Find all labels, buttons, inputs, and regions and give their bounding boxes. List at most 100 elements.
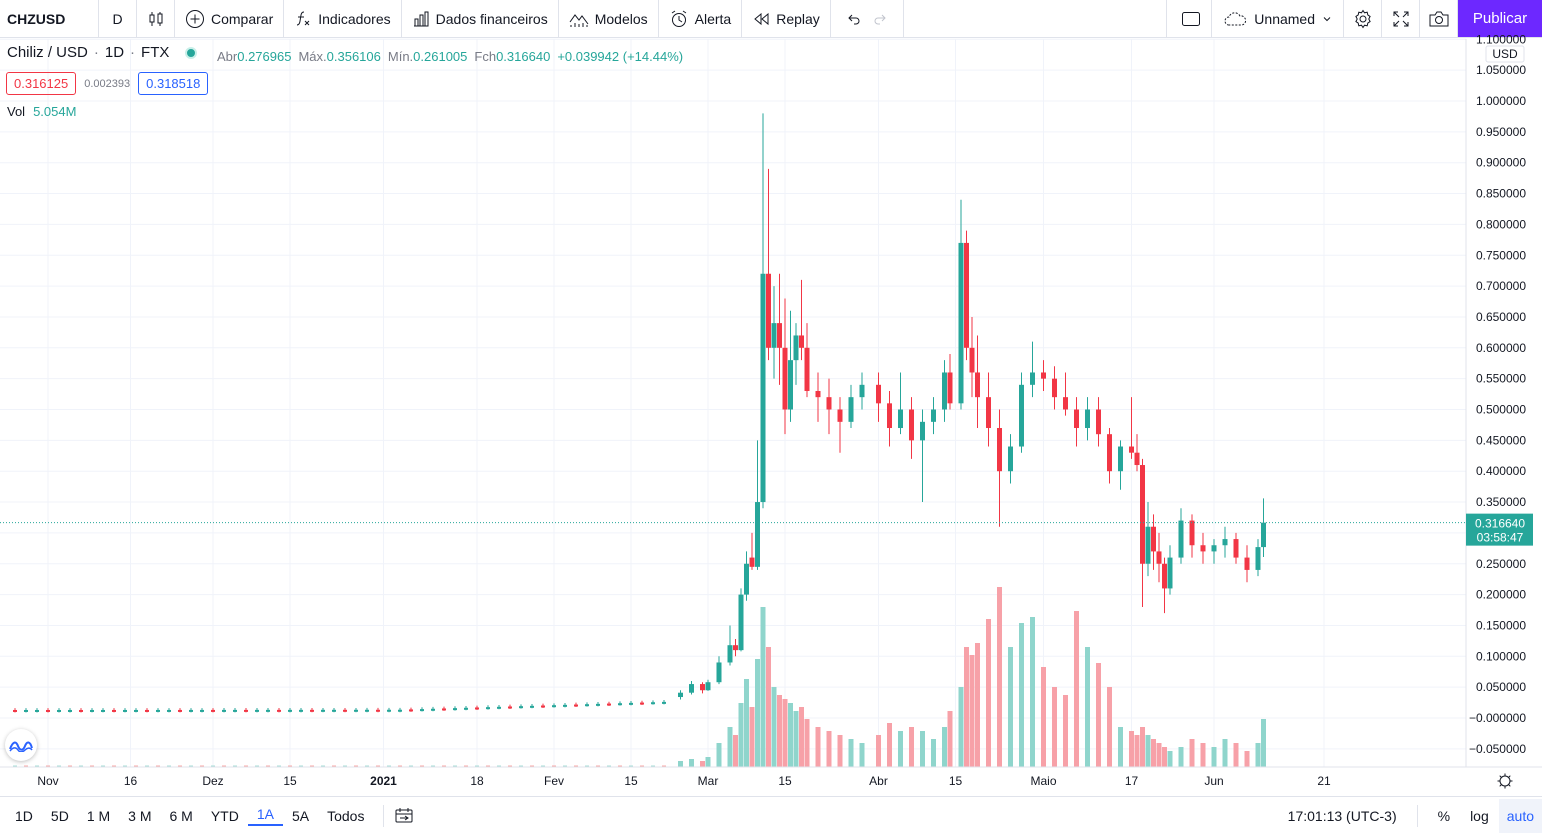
x-tick-label: Fev (544, 774, 564, 788)
volume-bar (1140, 727, 1145, 767)
percent-toggle[interactable]: % (1437, 807, 1451, 824)
candle (777, 323, 782, 348)
range-button[interactable]: 5A (291, 807, 310, 824)
candle (387, 709, 391, 712)
candle (760, 273, 766, 503)
volume-bar (738, 703, 744, 767)
volume-label[interactable]: Vol (7, 104, 26, 119)
candle (1178, 520, 1184, 558)
replay-button[interactable]: Replay (742, 0, 831, 37)
volume-bar (1063, 695, 1068, 767)
market-status-icon[interactable] (185, 46, 198, 59)
x-tick-label: 15 (283, 774, 297, 788)
candle (1222, 539, 1228, 546)
y-tick-label: 0.950000 (1476, 125, 1526, 139)
candle (464, 707, 468, 710)
publish-button[interactable]: Publicar (1458, 0, 1542, 37)
range-button[interactable]: 6 M (169, 807, 193, 824)
volume-bar (508, 765, 512, 767)
gear-icon[interactable] (1499, 775, 1511, 787)
candle (112, 709, 116, 712)
range-button[interactable]: 1D (15, 807, 33, 824)
volume-bar (607, 765, 611, 767)
candle (79, 709, 83, 712)
auto-toggle[interactable]: auto (1498, 798, 1542, 833)
replay-icon (754, 12, 769, 25)
range-button[interactable]: YTD (210, 807, 239, 824)
volume-bar (1041, 667, 1046, 767)
volume-bar (760, 607, 766, 767)
candle (1008, 446, 1013, 472)
range-button[interactable]: Todos (327, 807, 365, 824)
buy-price-button[interactable]: 0.318518 (138, 72, 209, 95)
volume-bar (35, 765, 39, 767)
series-exchange[interactable]: FTX (141, 44, 170, 61)
interval-selector[interactable]: D (99, 0, 137, 37)
y-tick-label: 0.650000 (1476, 310, 1526, 324)
volume-bar (233, 765, 237, 767)
range-button[interactable]: 1A (247, 806, 283, 826)
save-layout-button[interactable]: Unnamed (1212, 0, 1344, 37)
candle (90, 709, 94, 712)
series-title[interactable]: Chiliz / USD (7, 44, 88, 61)
alert-button[interactable]: Alerta (659, 0, 743, 37)
layout-name: Unnamed (1254, 10, 1315, 27)
clock[interactable]: 17:01:13 (UTC-3) (1287, 807, 1397, 824)
high-label: Máx. (298, 49, 327, 64)
candle (1041, 372, 1046, 379)
candle (200, 709, 204, 712)
volume-bar (431, 765, 435, 767)
indicators-button[interactable]: Indicadores (284, 0, 402, 37)
volume-bar (815, 727, 821, 767)
volume-bar (288, 765, 292, 767)
layout-button[interactable] (1167, 0, 1213, 37)
range-button[interactable]: 1 M (86, 807, 111, 824)
candle (969, 347, 975, 373)
candle (837, 409, 843, 422)
volume-bar (969, 655, 975, 767)
symbol-search[interactable]: CHZUSD (0, 0, 99, 37)
volume-bar (1030, 617, 1035, 767)
range-button[interactable]: 5D (50, 807, 69, 824)
volume-bar (13, 765, 17, 767)
tradingview-logo[interactable] (5, 729, 37, 761)
candle (431, 708, 435, 711)
settings-button[interactable] (1344, 0, 1382, 37)
range-button[interactable]: 3 M (128, 807, 152, 824)
compare-button[interactable]: Comparar (175, 0, 285, 37)
redo-icon[interactable] (873, 12, 887, 26)
candle (755, 502, 760, 567)
volume-bar (727, 727, 733, 767)
volume-bar (909, 727, 914, 767)
fullscreen-button[interactable] (1382, 0, 1420, 37)
currency-badge (1485, 45, 1525, 63)
candle (788, 360, 793, 410)
snapshot-button[interactable] (1420, 0, 1458, 37)
log-toggle[interactable]: log (1470, 807, 1489, 824)
volume-bar (1261, 719, 1266, 767)
volume-bar (920, 731, 925, 767)
price-axis[interactable] (1466, 39, 1542, 767)
candle (651, 702, 655, 705)
volume-bar (662, 765, 666, 767)
chart-type-button[interactable] (137, 0, 175, 37)
y-tick-label: 0.700000 (1476, 279, 1526, 293)
price-chart[interactable]: 1.100000 1.050000 1.000000 0.950000 0.900000… (0, 0, 1542, 796)
volume-bar (442, 765, 446, 767)
open-value: 0.276965 (237, 49, 292, 64)
financials-button[interactable]: Dados financeiros (402, 0, 559, 37)
y-tick-label: 0.900000 (1476, 156, 1526, 170)
undo-icon[interactable] (847, 12, 861, 26)
candle (782, 347, 788, 410)
volume-bar (1200, 743, 1206, 767)
sell-price-button[interactable]: 0.316125 (6, 72, 77, 95)
candle (618, 703, 622, 706)
series-interval[interactable]: 1D (104, 44, 125, 61)
date-range-icon[interactable] (394, 807, 414, 825)
currency-label[interactable]: USD (1492, 47, 1518, 61)
candle (629, 702, 633, 705)
candle (255, 709, 259, 712)
templates-button[interactable]: Modelos (559, 0, 659, 37)
volume-bar (975, 643, 980, 767)
y-tick-label: 0.750000 (1476, 248, 1526, 262)
